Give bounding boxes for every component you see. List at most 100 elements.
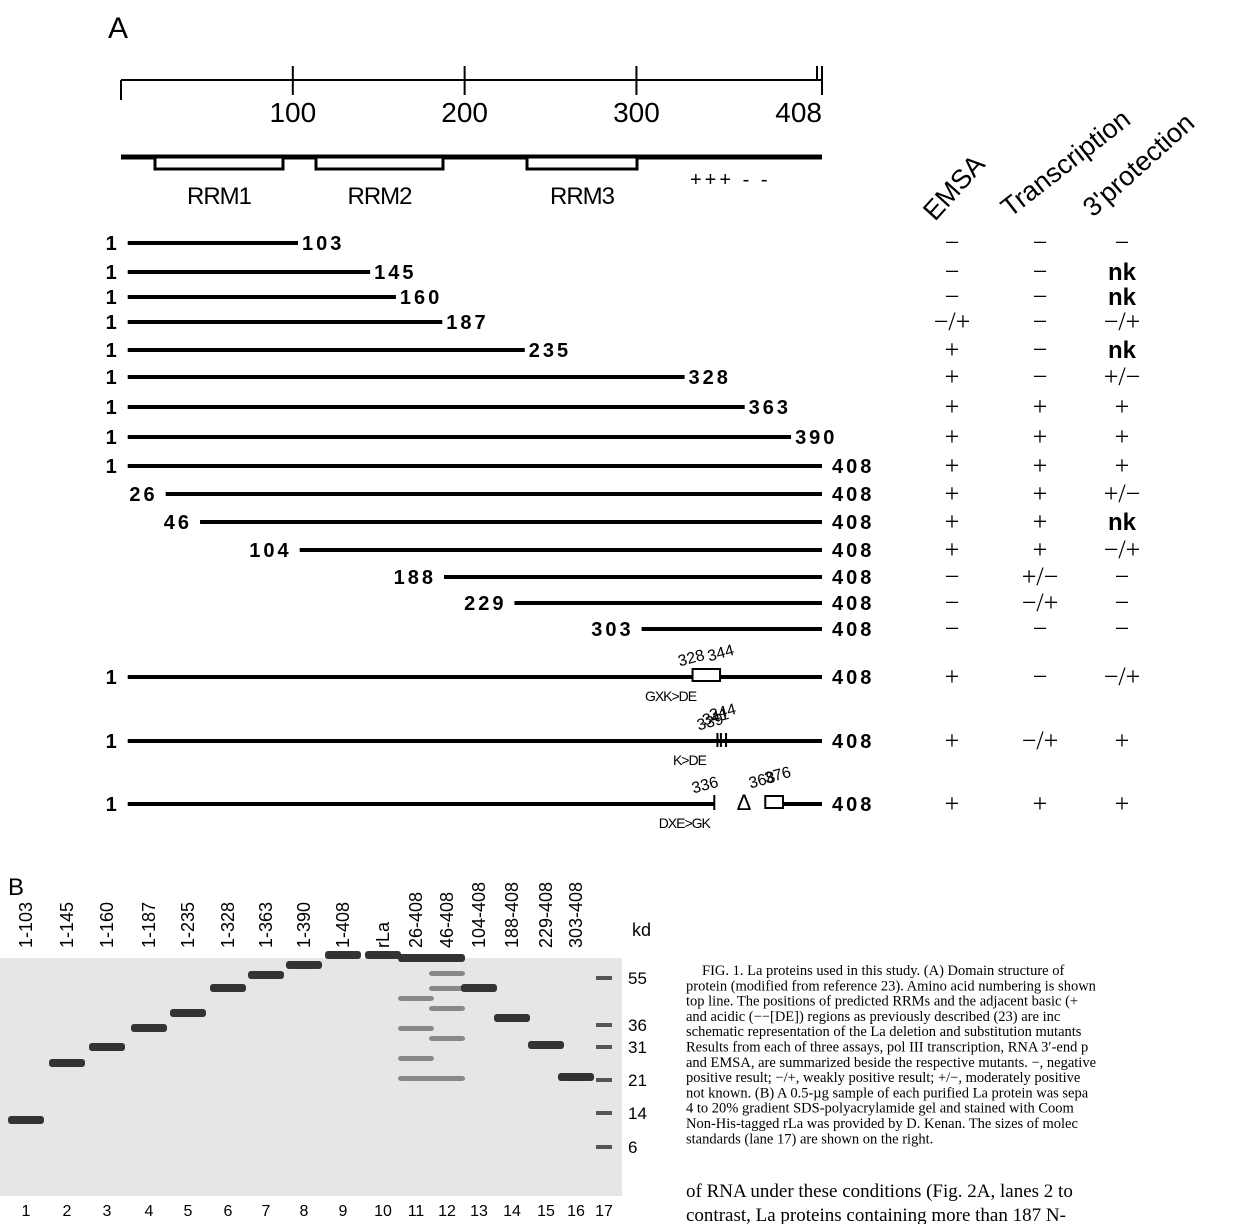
result: + <box>945 535 960 564</box>
lane-label: 1-363 <box>256 902 276 948</box>
end-label: 408 <box>832 731 874 753</box>
caption-line: Non-His-tagged rLa was provided by D. Ke… <box>686 1116 1078 1132</box>
start-label: 303 <box>591 619 633 641</box>
result: −/+ <box>1104 307 1141 336</box>
result: − <box>1115 562 1130 591</box>
gel-band <box>429 971 465 976</box>
ruler-tick-label: 200 <box>441 97 488 128</box>
result: − <box>1033 662 1048 691</box>
result: + <box>1033 535 1048 564</box>
result: + <box>945 479 960 508</box>
gel-band <box>398 954 434 962</box>
result: − <box>945 614 960 643</box>
result: + <box>945 422 960 451</box>
end-label: 408 <box>832 484 874 506</box>
gel-band <box>131 1024 167 1032</box>
end-label: 408 <box>832 512 874 534</box>
marker-label: 55 <box>628 969 647 988</box>
start-label: 26 <box>129 484 157 506</box>
gel-band <box>558 1073 594 1081</box>
result: nk <box>1108 337 1137 364</box>
result: −/+ <box>1022 588 1059 617</box>
caption-line: top line. The positions of predicted RRM… <box>686 994 1078 1010</box>
start-label: 1 <box>106 312 120 334</box>
result: + <box>1115 392 1130 421</box>
end-label: 408 <box>832 667 874 689</box>
lane-number: 5 <box>184 1203 193 1220</box>
gel-band <box>286 961 322 969</box>
mutation-label: K>DE <box>673 752 707 768</box>
gel-band <box>365 951 401 959</box>
lane-label: 303-408 <box>566 882 586 948</box>
lane-number: 16 <box>567 1203 585 1220</box>
lane-label: 1-103 <box>16 902 36 948</box>
lane-number: 4 <box>145 1203 154 1220</box>
end-label: 145 <box>374 262 416 284</box>
lane-number: 12 <box>438 1203 456 1220</box>
start-label: 1 <box>106 233 120 255</box>
result: − <box>1033 307 1048 336</box>
end-label: 408 <box>832 619 874 641</box>
start-label: 1 <box>106 397 120 419</box>
result: +/− <box>1104 362 1141 391</box>
result: + <box>1033 451 1048 480</box>
gel <box>0 958 622 1196</box>
site-label: 376 <box>763 764 793 787</box>
lane-label: 1-408 <box>333 902 353 948</box>
site-label: 336 <box>690 774 720 797</box>
domain-label: RRM3 <box>550 183 615 210</box>
result: − <box>945 588 960 617</box>
result: + <box>945 335 960 364</box>
lane-number: 7 <box>262 1203 271 1220</box>
lane-label: 1-145 <box>57 902 77 948</box>
start-label: 229 <box>464 593 506 615</box>
lane-number: 17 <box>595 1203 613 1220</box>
caption-line: and acidic (−−[DE]) regions as previousl… <box>686 1009 1060 1025</box>
gel-band <box>398 1056 434 1061</box>
lane-number: 1 <box>22 1203 31 1220</box>
result: − <box>1033 614 1048 643</box>
result: + <box>945 392 960 421</box>
end-label: 187 <box>446 312 488 334</box>
result: + <box>1033 392 1048 421</box>
result: + <box>945 789 960 818</box>
ruler-tick-label: 300 <box>613 97 660 128</box>
marker-label: 6 <box>628 1138 637 1157</box>
column-header: EMSA <box>917 149 991 226</box>
site-box <box>693 669 720 681</box>
lane-label: 104-408 <box>469 882 489 948</box>
ruler-tick-label: 408 <box>775 97 822 128</box>
lane-number: 3 <box>103 1203 112 1220</box>
site-box <box>765 796 783 808</box>
deletion-label: Δ <box>737 790 752 815</box>
result: − <box>1033 362 1048 391</box>
marker-band <box>596 1078 612 1082</box>
result: − <box>1115 614 1130 643</box>
result: − <box>1033 335 1048 364</box>
lane-number: 15 <box>537 1203 555 1220</box>
domain-label: RRM2 <box>347 183 412 210</box>
marker-label: 14 <box>628 1104 647 1123</box>
marker-label: 31 <box>628 1038 647 1057</box>
result: nk <box>1108 509 1137 536</box>
result: + <box>1033 789 1048 818</box>
lane-label: 26-408 <box>406 892 426 948</box>
start-label: 46 <box>164 512 192 534</box>
caption-line: protein (modified from reference 23). Am… <box>686 978 1097 994</box>
result: + <box>945 362 960 391</box>
start-label: 104 <box>249 540 291 562</box>
mutation-label: GXK>DE <box>645 688 697 704</box>
result: −/+ <box>1104 535 1141 564</box>
marker-band <box>596 976 612 980</box>
gel-band <box>170 1009 206 1017</box>
gel-band <box>210 984 246 992</box>
domain-box <box>316 157 443 169</box>
marker-band <box>596 1111 612 1115</box>
gel-band <box>89 1043 125 1051</box>
result: + <box>945 507 960 536</box>
result: + <box>1115 726 1130 755</box>
result: − <box>1115 588 1130 617</box>
lane-label: 229-408 <box>536 882 556 948</box>
marker-band <box>596 1045 612 1049</box>
lane-label: 1-187 <box>139 902 159 948</box>
